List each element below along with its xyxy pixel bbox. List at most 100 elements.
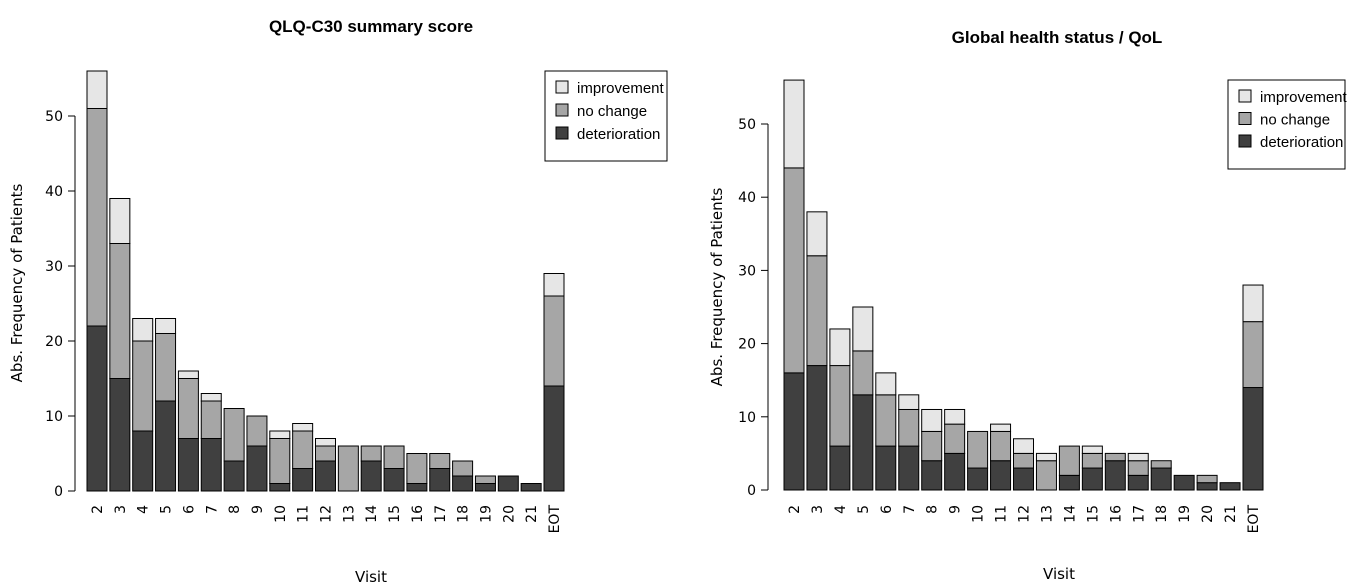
x-tick-label: 15 [1085,505,1101,523]
y-tick-label: 50 [45,109,63,125]
y-tick-label: 20 [738,337,756,353]
bar-segment-no-change [1104,452,1126,462]
bar-segment-deterioration [852,394,874,491]
x-tick-label: 18 [456,505,472,523]
legend: improvement no change deterioration [1227,79,1348,170]
bar-segment-improvement [292,423,314,432]
bar-segment-improvement [1035,452,1057,462]
bar-segment-no-change [875,394,897,447]
legend-swatch-improvement [1238,89,1252,103]
bar-segment-improvement [543,273,565,297]
legend: improvement no change deterioration [544,70,668,162]
left-chart-plot: 0 10 20 30 40 50 2 3 4 5 6 7 8 9 10 11 12 13 14 15 16 17 18 19 2… [45,70,668,534]
x-tick-label: 10 [273,505,289,523]
bar-segment-no-change [155,333,177,402]
bar-segment-deterioration [543,385,565,492]
legend-swatch-deterioration [1238,134,1252,148]
bar-segment-deterioration [155,400,177,492]
legend-label-no-change: no change [1260,112,1330,129]
bar-segment-no-change [806,255,828,367]
bar-segment-no-change [1035,460,1057,491]
legend-label-improvement: improvement [1260,89,1348,106]
y-tick-label: 40 [45,184,63,200]
bar-segment-deterioration [109,378,131,492]
x-tick-label: 7 [204,505,220,514]
bar-segment-deterioration [406,483,428,492]
x-tick-label: 2 [90,505,106,514]
y-tick-label: 50 [738,117,756,133]
bar-segment-deterioration [452,475,474,492]
bar-segment-deterioration [829,445,851,491]
x-tick-label: EOT [547,505,563,534]
y-tick-label: 0 [54,484,63,500]
bar-segment-improvement [1242,284,1264,323]
bar-segment-no-change [383,445,405,469]
bar-segment-deterioration [520,483,542,492]
left-chart-title: QLQ-C30 summary score [269,17,473,36]
y-tick-label: 10 [45,409,63,425]
bar-segment-no-change [269,438,291,484]
legend-label-improvement: improvement [577,80,665,97]
legend-box [544,70,668,162]
legend-label-deterioration: deterioration [577,126,660,143]
bar-segment-improvement [1127,452,1149,462]
bar-segment-no-change [990,430,1012,462]
bar-segment-improvement [898,394,920,410]
bar-segment-deterioration [497,475,519,492]
bar-segment-improvement [944,408,966,425]
bar-segment-deterioration [1127,474,1149,491]
x-tick-label: 12 [319,505,335,523]
bar-segment-no-change [783,167,805,374]
bar-segment-improvement [86,70,108,109]
y-tick-label: 10 [738,410,756,426]
x-tick-label: 16 [1108,505,1124,523]
bar-segment-deterioration [360,460,382,492]
x-tick-label: 9 [250,505,266,514]
legend-swatch-improvement [555,80,569,94]
bar-segment-deterioration [246,445,268,492]
bar-segment-no-change [223,408,245,462]
legend-swatch-deterioration [555,126,569,140]
x-tick-label: 11 [994,505,1010,523]
x-tick-label: 2 [787,505,803,514]
x-tick-label: 14 [364,505,380,523]
bar-segment-deterioration [429,468,451,492]
bar-segment-improvement [1081,445,1103,454]
bar-segment-improvement [875,372,897,396]
bar-segment-improvement [806,211,828,257]
bar-segment-deterioration [132,430,154,492]
right-chart-xlabel: Visit [1043,565,1075,583]
bar-segment-improvement [783,79,805,169]
x-tick-label: 20 [501,505,517,523]
bar-segment-no-change [132,340,154,432]
bar-segment-improvement [990,423,1012,432]
bar-segment-deterioration [1058,474,1080,491]
legend-swatch-no-change [555,103,569,117]
bar-segment-no-change [1013,452,1034,469]
x-tick-label: 11 [296,505,312,523]
bar-segment-improvement [200,393,222,402]
bar-segment-deterioration [1104,460,1126,491]
x-tick-label: 17 [433,505,449,523]
bar-segment-no-change [543,295,565,387]
bar-segment-no-change [1127,460,1149,476]
bar-segment-improvement [852,306,874,352]
x-tick-label: 12 [1017,505,1033,523]
bar-segment-no-change [474,475,496,484]
bar-segment-improvement [155,318,177,334]
bar-segment-deterioration [1173,474,1195,491]
bar-segment-no-change [1196,474,1218,484]
bar-segment-no-change [200,400,222,439]
bar-segment-improvement [269,430,291,439]
bar-segment-no-change [109,243,131,379]
x-tick-label: 15 [387,505,403,523]
bar-segment-no-change [337,445,359,492]
y-tick-label: 20 [45,334,63,350]
x-tick-label: 18 [1154,505,1170,523]
bar-segment-deterioration [898,445,920,491]
bar-segment-no-change [829,365,851,447]
bar-segment-deterioration [1196,482,1218,491]
bar-segment-no-change [360,445,382,462]
bar-segment-improvement [132,318,154,342]
